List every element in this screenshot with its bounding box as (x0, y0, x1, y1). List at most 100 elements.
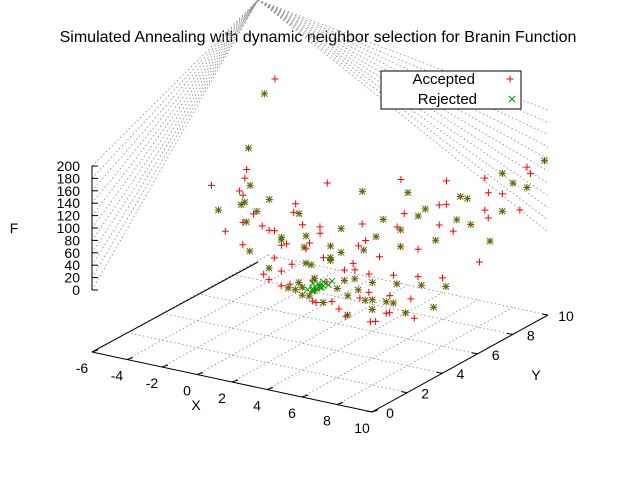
rejected-point (307, 261, 315, 269)
x-tick-label: -4 (111, 368, 124, 384)
z-tick-label: 80 (64, 232, 80, 248)
rejected-point (393, 280, 401, 288)
accepted-point (397, 176, 405, 184)
accepted-point (258, 222, 266, 230)
accepted-point (484, 214, 492, 222)
wall-grid-left (91, 0, 259, 229)
rejected-point (397, 226, 405, 234)
x-tick-mark (371, 409, 379, 413)
y-tick-mark (506, 332, 513, 335)
floor-grid-x (196, 277, 374, 375)
rejected-point (305, 292, 313, 300)
accepted-point (299, 221, 307, 229)
legend-marker-rejected (508, 95, 516, 103)
rejected-point (298, 291, 306, 299)
rejected-point (309, 280, 317, 287)
accepted-point (435, 201, 443, 209)
rejected-point (369, 279, 376, 286)
rejected-point (265, 195, 273, 203)
accepted-point (306, 239, 314, 247)
floor-grid-x (126, 262, 304, 360)
legend-cross-icon (508, 95, 516, 103)
accepted-point (442, 200, 450, 208)
floor-grid-x (301, 299, 479, 398)
y-tick-mark (541, 313, 549, 316)
wall-grid-left (91, 0, 259, 179)
rejected-point (368, 296, 376, 304)
rejected-point (361, 296, 369, 304)
accepted-point (393, 223, 401, 231)
accepted-point (358, 220, 366, 228)
rejected-point (278, 236, 285, 244)
accepted-point (366, 318, 374, 326)
legend-box (380, 70, 522, 110)
rejected-point (421, 205, 429, 213)
rejected-point (453, 216, 461, 224)
y-tick-mark (471, 352, 478, 355)
x-tick-label: 10 (354, 420, 370, 436)
rejected-point (498, 207, 506, 215)
wall-grid-left (91, 0, 259, 241)
accepted-point (277, 241, 285, 249)
rejected-point (253, 207, 261, 215)
accepted-point (523, 163, 531, 171)
rejected-point (442, 283, 450, 290)
accepted-point (484, 189, 492, 197)
rejected-point (344, 311, 351, 319)
accepted-point (386, 292, 394, 300)
rejected-point (309, 287, 317, 295)
rejected-point (261, 90, 268, 98)
accepted-point (400, 210, 408, 218)
rejected-point (404, 189, 412, 196)
legend-entry-accepted: Accepted (412, 71, 475, 88)
rejected-point (246, 182, 254, 189)
rejected-point (328, 277, 336, 285)
accepted-point (516, 206, 524, 214)
accepted-point (376, 253, 384, 261)
z-tick-label: 180 (57, 170, 81, 186)
y-tick-label: 6 (492, 347, 500, 363)
accepted-point (340, 266, 348, 274)
x-tick-label: 8 (323, 413, 331, 429)
accepted-point (372, 317, 380, 325)
accepted-point (260, 270, 268, 278)
accepted-point (410, 314, 418, 322)
x-axis-label: X (191, 397, 201, 413)
y-tick-label: 4 (457, 366, 465, 382)
z-tick-label: 200 (57, 158, 81, 174)
rejected-point (291, 286, 299, 293)
tick-labels: -6 -4 -2 0 2 4 6 8 10024681002040608010012014016… (57, 158, 574, 436)
axes (91, 165, 549, 413)
accepted-point (239, 191, 247, 199)
z-tick-label: 120 (57, 208, 81, 224)
left-floor-edge (91, 261, 259, 353)
accepted-point (435, 221, 443, 229)
accepted-point (481, 174, 489, 182)
rejected-point (382, 298, 390, 306)
rejected-point (304, 286, 311, 293)
accepted-point (312, 298, 320, 306)
x-tick-mark (161, 364, 169, 368)
rejected-point (354, 286, 362, 294)
rejected-point (402, 309, 409, 317)
x-tick-mark (196, 372, 204, 375)
accepted-point (239, 241, 247, 249)
accepted-point (316, 223, 324, 231)
accepted-point (351, 266, 359, 274)
rejected-point (344, 292, 352, 300)
accepted-point (265, 276, 273, 284)
accepted-point (243, 166, 251, 174)
rejected-point (432, 236, 439, 244)
rejected-point (327, 242, 334, 250)
accepted-point (319, 254, 327, 262)
rejected-point (302, 259, 310, 267)
rejected-point (467, 221, 475, 228)
rejected-point (300, 243, 308, 251)
rejected-point (368, 306, 376, 313)
rejected-point (320, 278, 327, 286)
rejected-point (215, 206, 222, 214)
rejected-point (464, 195, 471, 202)
rejected-point (430, 303, 437, 311)
